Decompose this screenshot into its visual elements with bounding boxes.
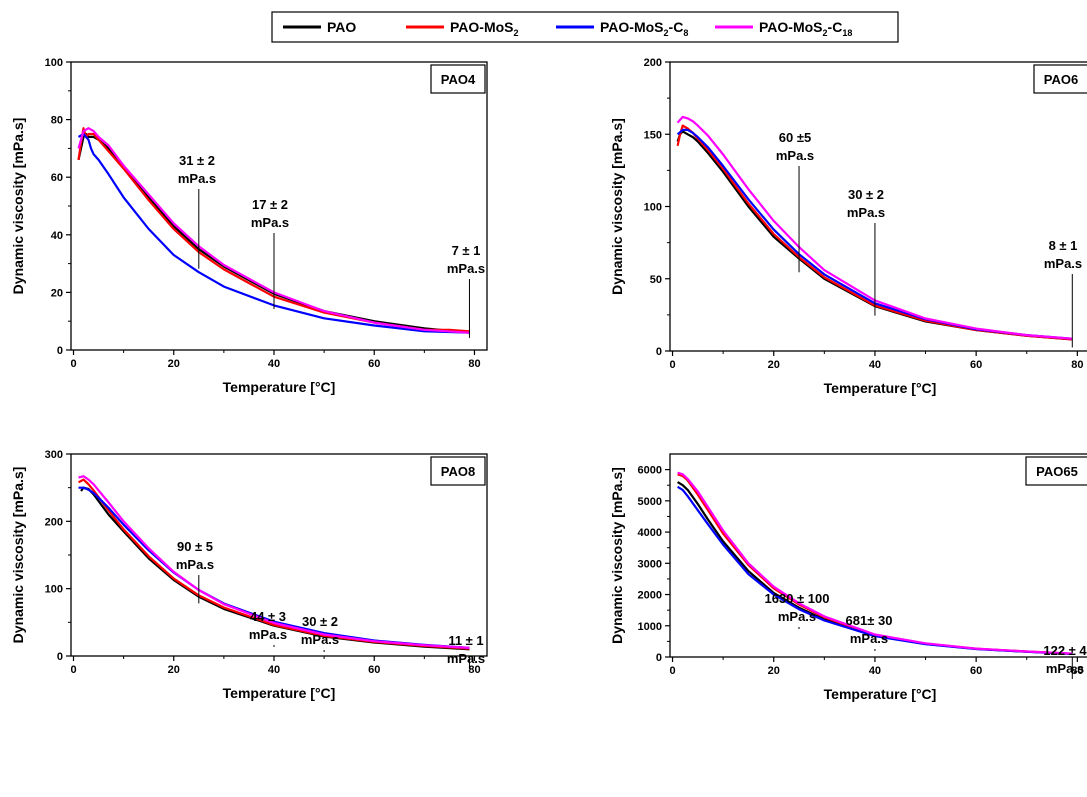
annotation-label: 7 ± 1 mPa.s <box>447 243 485 276</box>
y-tick-label: 80 <box>51 115 63 127</box>
series-group <box>77 475 470 651</box>
x-axis-title: Temperature [°C] <box>824 380 937 396</box>
annotation-label: 681± 30 mPa.s <box>846 613 893 646</box>
annotation-label: 11 ± 1 mPa.s <box>447 633 485 666</box>
y-axis-title: Dynamic viscosity [mPa.s] <box>10 118 26 295</box>
y-tick-label: 0 <box>57 345 63 357</box>
y-tick-label: 60 <box>51 172 63 184</box>
series-group <box>676 115 1073 341</box>
y-axis-title: Dynamic viscosity [mPa.s] <box>609 467 625 644</box>
legend-entry: PAO-MoS2 <box>450 19 519 38</box>
series-line <box>677 471 1073 655</box>
legend-entry: PAO <box>327 19 356 35</box>
y-tick-label: 6000 <box>638 465 662 477</box>
panel-label: PAO65 <box>1036 464 1078 479</box>
legend-entry: PAO-MoS2-C8 <box>600 19 688 38</box>
annotation-label: 17 ± 2 mPa.s <box>251 197 289 230</box>
chart-panels: 0 20 40 60 80 0 20 40 60 80 100 Temperature [°C] Dyn… <box>10 57 1087 702</box>
x-tick-label: 20 <box>168 664 180 676</box>
y-tick-label: 100 <box>45 57 63 69</box>
x-tick-label: 60 <box>368 664 380 676</box>
annotation-label: 60 ±5 mPa.s <box>776 130 814 163</box>
x-tick-label: 60 <box>970 359 982 371</box>
annotation-label: 44 ± 3 mPa.s <box>249 609 287 642</box>
x-axis-title: Temperature [°C] <box>824 686 937 702</box>
x-tick-label: 60 <box>970 665 982 677</box>
y-tick-label: 50 <box>650 274 662 286</box>
panel-label-box <box>430 64 486 94</box>
chart-panel-pao65: 0 20 40 60 80 0 1000 2000 3000 4000 5000 6000 Temper… <box>609 453 1087 702</box>
chart-panel-pao8: 0 20 40 60 80 0 100 200 300 Temperature [°C] Dynam… <box>10 449 488 701</box>
panel-label-box <box>430 456 486 486</box>
annotation-label: 31 ± 2 mPa.s <box>178 153 216 186</box>
y-tick-label: 200 <box>45 516 63 528</box>
plot-frame <box>669 453 1087 658</box>
x-tick-label: 60 <box>368 358 380 370</box>
x-tick-label: 0 <box>669 359 675 371</box>
y-tick-label: 0 <box>656 346 662 358</box>
x-tick-label: 40 <box>268 664 280 676</box>
y-tick-label: 1000 <box>638 621 662 633</box>
y-tick-label: 2000 <box>638 590 662 602</box>
y-tick-label: 150 <box>644 129 662 141</box>
y-tick-label: 200 <box>644 57 662 69</box>
x-tick-label: 40 <box>268 358 280 370</box>
y-tick-label: 300 <box>45 449 63 461</box>
series-line <box>77 127 470 334</box>
x-tick-label: 40 <box>869 359 881 371</box>
y-axis-title: Dynamic viscosity [mPa.s] <box>609 118 625 295</box>
chart-panel-pao4: 0 20 40 60 80 0 20 40 60 80 100 Temperature [°C] Dyn… <box>10 57 488 395</box>
x-tick-label: 40 <box>869 665 881 677</box>
series-line <box>77 132 470 334</box>
annotation-label: 1630 ± 100 mPa.s <box>765 591 830 624</box>
series-line <box>676 115 1073 340</box>
chart-panel-pao6: 0 20 40 60 80 0 50 100 150 200 Temperature [°C] Dyn… <box>609 57 1087 396</box>
x-tick-label: 80 <box>1071 359 1083 371</box>
x-axis-title: Temperature [°C] <box>223 685 336 701</box>
panel-label: PAO6 <box>1044 72 1078 87</box>
legend-entry: PAO-MoS2-C18 <box>759 19 852 38</box>
annotation-label: 30 ± 2 mPa.s <box>301 614 339 647</box>
series-group <box>677 471 1073 655</box>
annotation-label: 8 ± 1 mPa.s <box>1044 238 1082 271</box>
y-tick-label: 20 <box>51 287 63 299</box>
annotation-label: 90 ± 5 mPa.s <box>176 539 214 572</box>
y-tick-label: 3000 <box>638 558 662 570</box>
y-tick-label: 100 <box>644 202 662 214</box>
y-tick-label: 100 <box>45 584 63 596</box>
y-tick-label: 5000 <box>638 496 662 508</box>
x-tick-label: 80 <box>468 358 480 370</box>
y-axis-title: Dynamic viscosity [mPa.s] <box>10 467 26 644</box>
x-tick-label: 0 <box>669 665 675 677</box>
y-tick-label: 4000 <box>638 527 662 539</box>
y-tick-label: 0 <box>57 651 63 663</box>
panel-label: PAO8 <box>441 464 475 479</box>
x-tick-label: 80 <box>468 664 480 676</box>
y-tick-label: 40 <box>51 230 63 242</box>
x-tick-label: 20 <box>168 358 180 370</box>
annotation-label: 30 ± 2 mPa.s <box>847 187 885 220</box>
x-tick-label: 20 <box>768 359 780 371</box>
y-tick-label: 0 <box>656 652 662 664</box>
series-line <box>78 475 470 649</box>
panel-label-box <box>1025 456 1087 486</box>
annotation-label: 122 ± 4 mPa.s <box>1043 643 1087 676</box>
series-line <box>676 124 1073 341</box>
panel-label: PAO4 <box>441 72 476 87</box>
x-tick-label: 0 <box>70 664 76 676</box>
x-tick-label: 20 <box>768 665 780 677</box>
x-axis-title: Temperature [°C] <box>223 379 336 395</box>
series-line <box>677 481 1073 655</box>
x-tick-label: 80 <box>1071 665 1083 677</box>
x-tick-label: 0 <box>70 358 76 370</box>
series-group <box>77 127 470 334</box>
series-line <box>677 485 1073 655</box>
panel-label-box <box>1033 64 1087 94</box>
legend: PAO PAO-MoS2 PAO-MoS2-C8 PAO-MoS2-C18 <box>271 11 899 43</box>
